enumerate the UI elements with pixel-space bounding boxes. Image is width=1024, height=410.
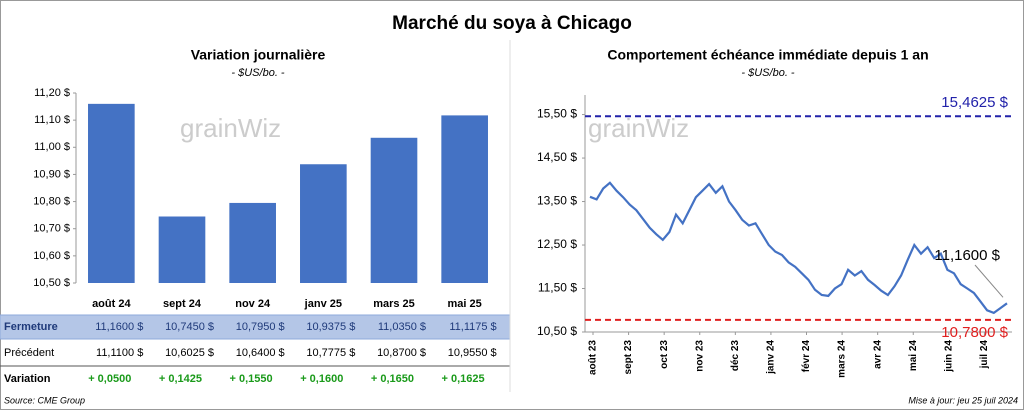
table-cell: + 0,1650 — [371, 373, 414, 385]
bar — [88, 103, 135, 283]
chart-subtitle: - $US/bo. - — [231, 67, 285, 79]
y-tick-label: 15,50 $ — [537, 107, 577, 121]
y-tick-label: 10,90 $ — [33, 168, 70, 180]
table-cell: 11,1100 $ — [96, 347, 143, 359]
table-cell: + 0,0500 — [88, 373, 131, 385]
reference-label: 15,4625 $ — [941, 94, 1008, 111]
bar — [441, 115, 488, 284]
x-tick-label: janv 25 — [304, 298, 342, 310]
y-tick-label: 10,50 $ — [33, 277, 70, 289]
x-tick-label: sept 23 — [623, 340, 634, 375]
table-cell: 10,7950 $ — [236, 321, 285, 333]
watermark: grainWiz — [180, 113, 281, 143]
table-cell: 10,6400 $ — [236, 347, 285, 359]
page-title: Marché du soya à Chicago — [392, 13, 632, 34]
x-tick-label: mai 25 — [448, 298, 482, 310]
x-tick-label: mars 25 — [373, 298, 415, 310]
table-cell: 10,8700 $ — [377, 347, 426, 359]
y-tick-label: 13,50 $ — [537, 194, 577, 208]
annotation: 11,1600 $ — [934, 247, 1000, 264]
x-tick-label: août 24 — [92, 298, 131, 310]
x-tick-label: déc 23 — [730, 340, 741, 372]
annotation-leader — [974, 264, 1004, 298]
row-label: Variation — [4, 373, 51, 385]
x-tick-label: mars 24 — [837, 340, 848, 378]
chart-subtitle: - $US/bo. - — [741, 67, 795, 79]
x-tick-label: avr 24 — [872, 340, 883, 369]
table-cell: 11,1175 $ — [449, 321, 496, 333]
y-tick-label: 11,00 $ — [34, 141, 70, 153]
row-label: Précédent — [4, 347, 54, 359]
x-tick-label: juin 24 — [943, 340, 954, 373]
y-tick-label: 11,20 $ — [34, 87, 70, 99]
x-tick-label: juil 24 — [979, 340, 990, 370]
x-tick-label: nov 24 — [235, 298, 271, 310]
x-tick-label: mai 24 — [908, 340, 919, 372]
y-tick-label: 11,10 $ — [34, 114, 70, 126]
y-tick-label: 10,70 $ — [33, 223, 70, 235]
chart-title: Comportement échéance immédiate depuis 1… — [607, 47, 928, 63]
y-tick-label: 14,50 $ — [537, 150, 577, 164]
table-cell: + 0,1600 — [300, 373, 343, 385]
y-tick-label: 11,50 $ — [538, 281, 577, 295]
table-cell: 10,9375 $ — [306, 321, 355, 333]
bar — [158, 216, 206, 283]
table-cell: 10,6025 $ — [165, 347, 214, 359]
bar — [370, 137, 418, 283]
y-tick-label: 12,50 $ — [537, 237, 577, 251]
table-cell: 10,7450 $ — [165, 321, 214, 333]
x-tick-label: nov 23 — [694, 340, 705, 372]
y-tick-label: 10,60 $ — [33, 250, 70, 262]
updated: Mise à jour: jeu 25 juil 2024 — [908, 395, 1018, 405]
source: Source: CME Group — [4, 395, 85, 405]
x-tick-label: oct 23 — [659, 340, 670, 369]
table-cell: + 0,1625 — [442, 373, 485, 385]
highlight-row — [0, 314, 511, 340]
x-tick-label: août 23 — [588, 340, 599, 375]
table-cell: 11,0350 $ — [378, 321, 426, 333]
table-cell: + 0,1550 — [230, 373, 273, 385]
x-tick-label: févr 24 — [801, 340, 812, 373]
y-tick-label: 10,80 $ — [33, 195, 70, 207]
bar — [229, 202, 276, 283]
table-cell: 10,9550 $ — [448, 347, 497, 359]
reference-label: 10,7800 $ — [941, 324, 1008, 341]
table-cell: 10,7775 $ — [306, 347, 355, 359]
table-cell: + 0,1425 — [159, 373, 202, 385]
bar — [300, 164, 347, 283]
y-tick-label: 10,50 $ — [537, 324, 577, 338]
chart-title: Variation journalière — [191, 47, 326, 63]
line-series — [589, 181, 1008, 315]
table-cell: 11,1600 $ — [95, 321, 143, 333]
watermark: grainWiz — [588, 113, 689, 143]
row-label: Fermeture — [4, 321, 58, 333]
x-tick-label: janv 24 — [766, 340, 777, 375]
x-tick-label: sept 24 — [163, 298, 202, 310]
